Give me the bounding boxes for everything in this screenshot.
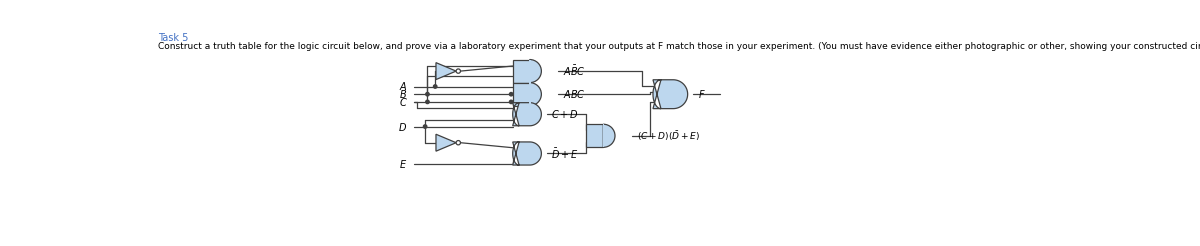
Text: $B$: $B$ — [400, 88, 407, 100]
Polygon shape — [653, 80, 688, 109]
Wedge shape — [529, 60, 541, 83]
Text: $(C+D)(\bar{D}+E)$: $(C+D)(\bar{D}+E)$ — [637, 129, 700, 143]
Text: Task 5: Task 5 — [157, 33, 188, 43]
Polygon shape — [587, 124, 604, 147]
Wedge shape — [604, 124, 616, 147]
Polygon shape — [512, 83, 529, 106]
Circle shape — [510, 92, 512, 96]
Polygon shape — [529, 83, 530, 106]
Circle shape — [510, 100, 512, 104]
Circle shape — [433, 85, 437, 88]
Text: $F$: $F$ — [698, 88, 706, 100]
Text: Construct a truth table for the logic circuit below, and prove via a laboratory : Construct a truth table for the logic ci… — [157, 42, 1200, 51]
Polygon shape — [512, 60, 529, 83]
Circle shape — [426, 100, 430, 104]
Circle shape — [424, 125, 427, 128]
Polygon shape — [602, 124, 604, 147]
Text: $\bar{D}+E$: $\bar{D}+E$ — [552, 146, 580, 160]
Polygon shape — [436, 134, 456, 151]
Text: $A\bar{B}C$: $A\bar{B}C$ — [563, 64, 586, 78]
Circle shape — [426, 92, 430, 96]
Text: $A$: $A$ — [398, 80, 407, 92]
Polygon shape — [529, 60, 530, 83]
Text: $E$: $E$ — [400, 157, 407, 169]
Polygon shape — [512, 103, 541, 126]
Text: $D$: $D$ — [398, 121, 407, 133]
Polygon shape — [436, 63, 456, 79]
Circle shape — [456, 140, 461, 145]
Text: $ABC$: $ABC$ — [563, 88, 586, 100]
Circle shape — [456, 69, 461, 73]
Polygon shape — [512, 142, 541, 165]
Text: $C$: $C$ — [398, 96, 407, 108]
Wedge shape — [529, 83, 541, 106]
Text: $C+D$: $C+D$ — [552, 108, 580, 120]
